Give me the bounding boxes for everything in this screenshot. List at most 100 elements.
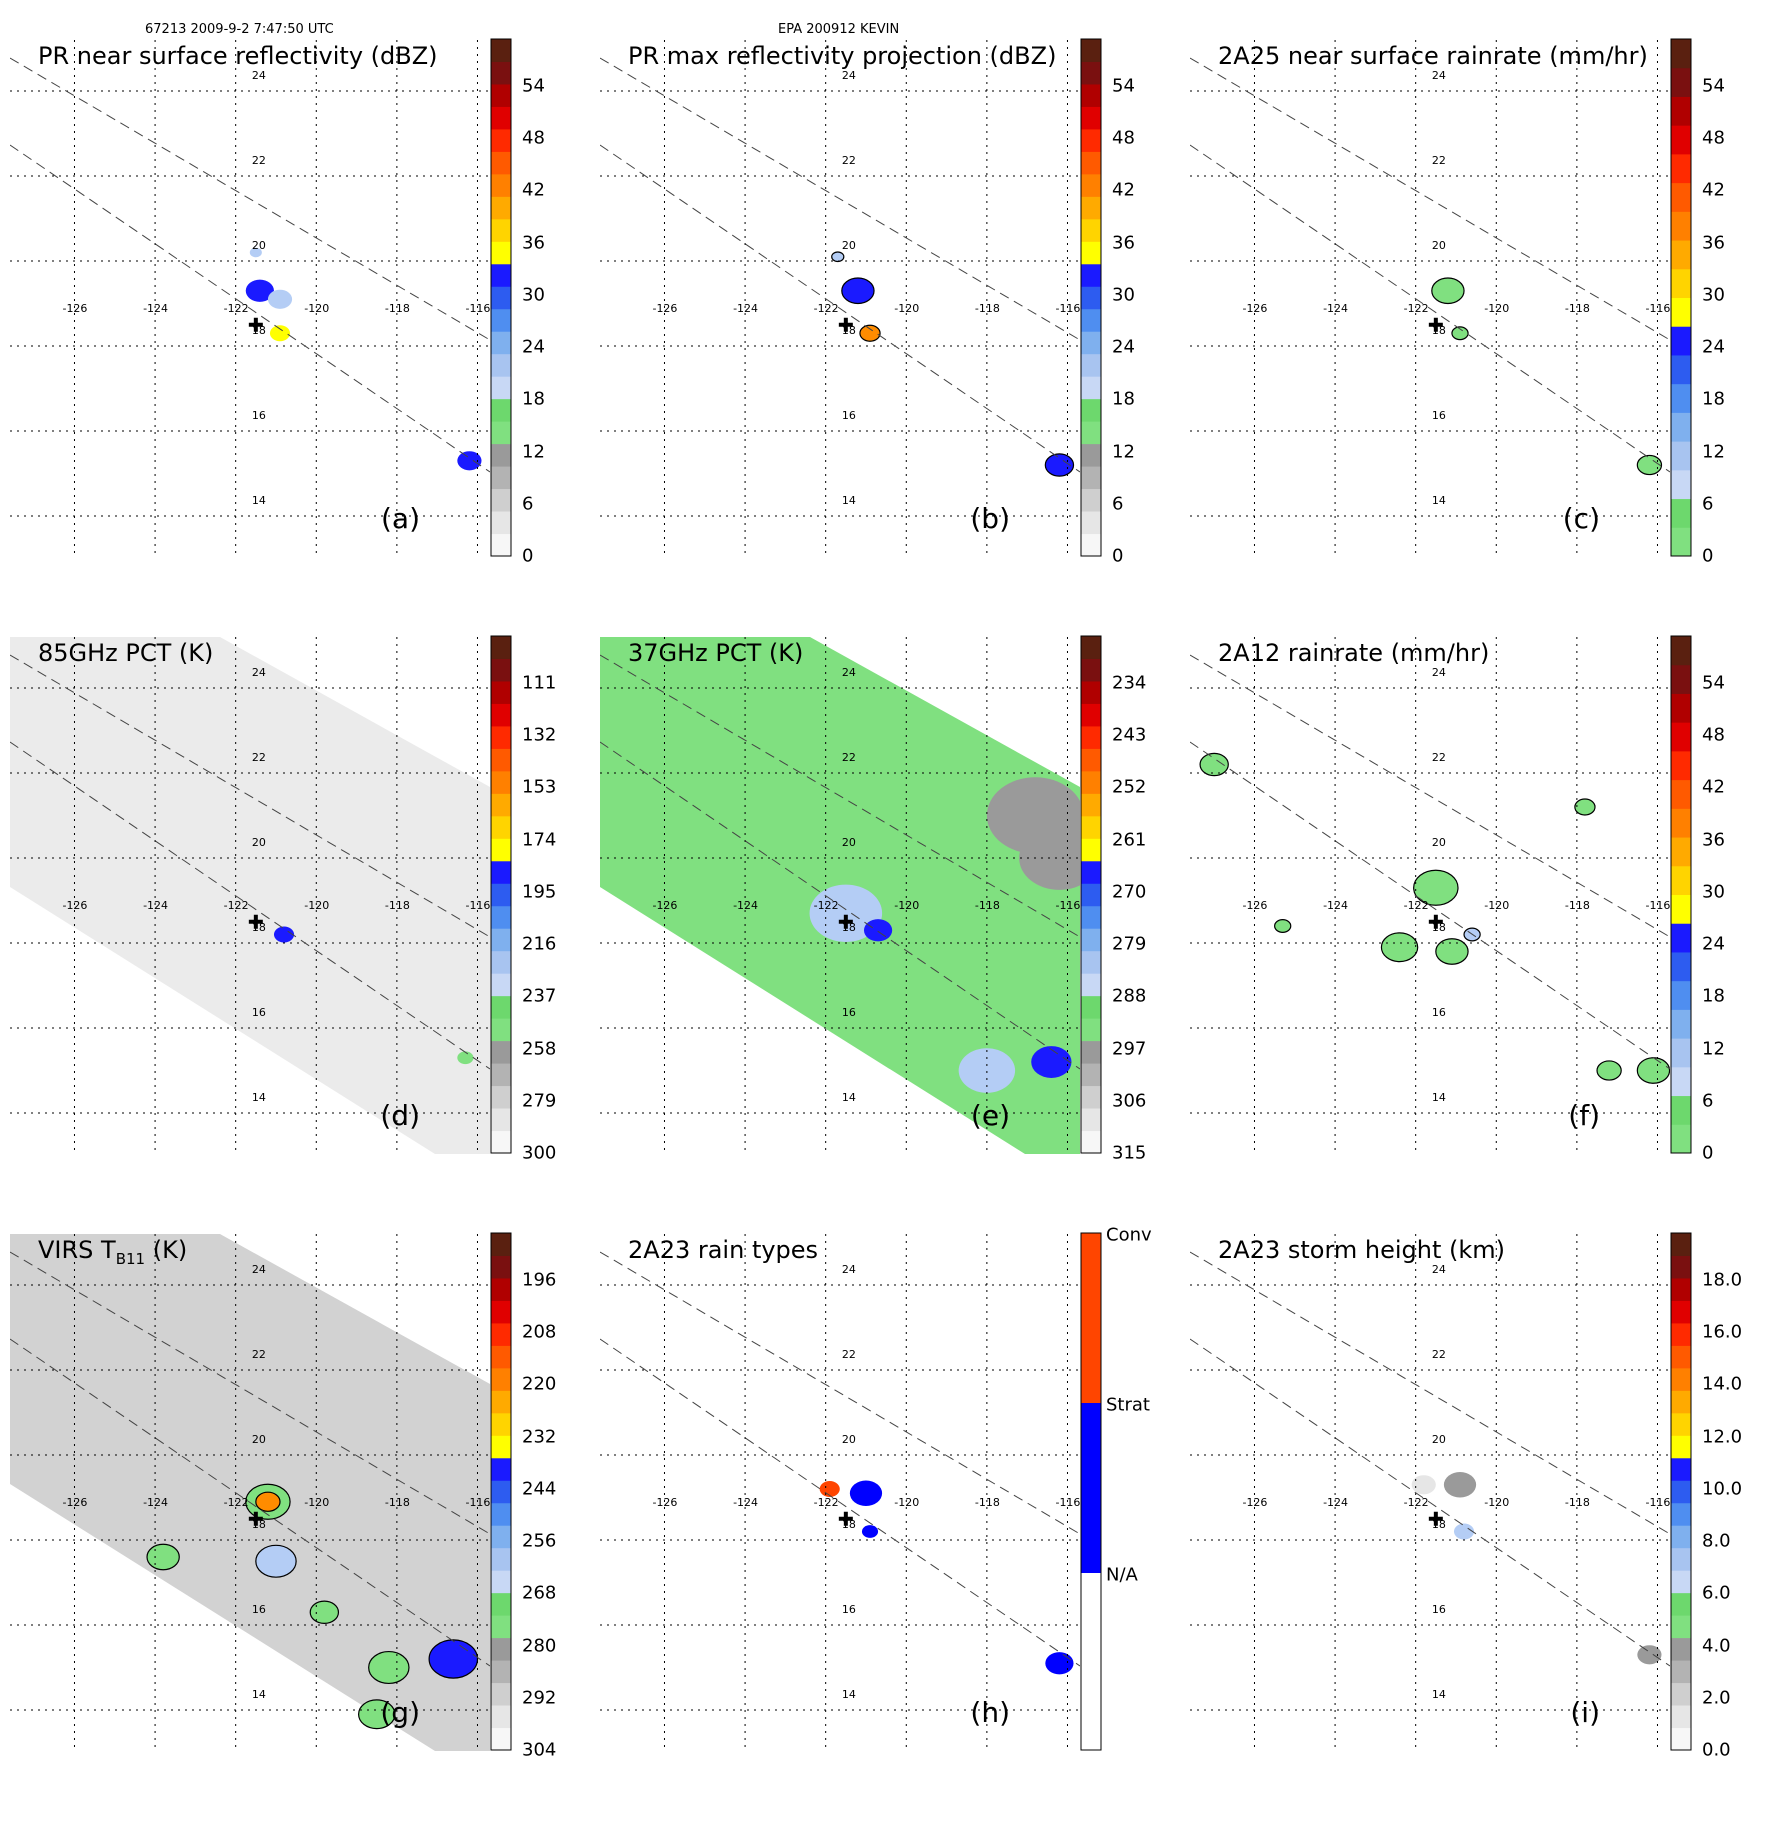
colorbar-segment [1671,1457,1691,1481]
lon-label: -126 [62,1495,88,1509]
colorbar-tick-label: 300 [522,1142,557,1164]
colorbar-tick-label: 195 [522,881,557,903]
colorbar-segment [491,1457,511,1481]
lon-label: -126 [1242,301,1268,315]
colorbar-tick-label: 48 [1702,724,1725,746]
pr-swath-edge-0 [10,57,490,341]
colorbar-segment [491,421,511,445]
lat-label: 16 [1431,1603,1446,1616]
colorbar-scale [490,635,512,1154]
lon-label: -118 [384,301,410,315]
colorbar-segment [491,703,511,727]
colorbar-segment [1081,995,1101,1019]
lat-label: 16 [1431,1006,1446,1019]
colorbar-segment [491,353,511,377]
rain-feature-2 [1411,1475,1436,1495]
colorbar-segment [1671,125,1691,155]
lon-label: -118 [1564,1495,1590,1509]
colorbar: 196 208 220 232 244 256 268 280 292 304 [490,1231,590,1761]
storm-center-marker [838,1511,853,1526]
lat-label: 24 [251,666,266,679]
pr-swath-edge-0 [1190,654,1670,938]
colorbar-segment [1081,106,1101,130]
colorbar-segment [1081,748,1101,772]
colorbar-segment [1671,1066,1691,1097]
lon-label: -122 [223,301,249,315]
colorbar-segment [1081,1085,1101,1109]
lon-label: -126 [652,301,678,315]
colorbar-segment [1671,722,1691,752]
map-canvas [600,637,1080,1154]
colorbar-segment [491,1592,511,1616]
map-canvas [1190,1234,1670,1751]
colorbar-tick-label: 30 [1702,284,1725,306]
colorbar-tick-label: 304 [522,1739,557,1761]
panel-label: (b) [970,502,1010,535]
lat-label: 24 [1431,69,1446,82]
pr-swath-edge-1 [1190,1338,1670,1667]
colorbar-segment [491,973,511,997]
colorbar-segment [1081,488,1101,512]
colorbar-tick-label: 12 [522,441,545,463]
lat-label: 16 [841,409,856,422]
colorbar-tick-label: 24 [1702,933,1725,955]
lat-label: 22 [251,154,266,167]
colorbar-segment [491,793,511,817]
pr-swath-edge-1 [1190,144,1670,473]
lat-label: 14 [1431,494,1446,507]
lat-label: 22 [841,1348,856,1361]
colorbar-segment [491,905,511,929]
colorbar-tick-label: 12 [1112,441,1135,463]
colorbar-segment [1081,1040,1101,1064]
colorbar-segment [491,1063,511,1087]
panel-f: -126 -124 -122 -120 -118 -116 24 22 20 18 16 14 2A12… [1180,635,1770,1234]
colorbar-tick-label: 0 [522,545,534,567]
pr-swath-edge-0 [1190,1251,1670,1535]
colorbar-frame [1670,38,1692,557]
colorbar-segment [1081,128,1101,152]
colorbar-scale [1080,1232,1102,1751]
colorbar-segment [1081,218,1101,242]
colorbar-segment [491,770,511,794]
colorbar-segment [491,488,511,512]
colorbar-segment [1671,1637,1691,1661]
lat-label: 22 [251,751,266,764]
colorbar-segment [491,173,511,197]
colorbar-tick-label: N/A [1106,1564,1138,1586]
rain-feature-3 [1637,1645,1662,1665]
map-canvas [600,40,1080,557]
colorbar-tick-label: 54 [1702,672,1725,694]
panel-label: (i) [1570,1696,1600,1729]
colorbar-segment [1671,1038,1691,1068]
colorbar-segment [1671,1705,1691,1729]
colorbar-segment [491,860,511,884]
colorbar-segment [491,1615,511,1639]
colorbar-segment [491,1300,511,1324]
colorbar-segment [1081,286,1101,310]
colorbar-scale [1080,38,1102,557]
lon-label: -116 [465,301,491,315]
lat-label: 14 [251,1688,266,1701]
figure-header: 67213 2009-9-2 7:47:50 UTC EPA 200912 KE… [0,0,1771,40]
rain-feature-0 [849,1480,883,1506]
panel-a: -126 -124 -122 -120 -118 -116 24 22 20 18 16 14 PR n… [0,38,590,637]
lon-label: -124 [733,1495,759,1509]
lat-label: 20 [841,1433,856,1446]
colorbar-segment [1671,1277,1691,1301]
lon-label: -118 [1564,301,1590,315]
rain-feature-2 [269,325,291,342]
pr-swath-edge-1 [10,144,490,473]
colorbar-frame [1080,38,1102,557]
panel-c: -126 -124 -122 -120 -118 -116 24 22 20 18 16 14 2A25… [1180,38,1770,637]
colorbar-segment [1671,469,1691,500]
rain-feature-1 [859,324,881,342]
colorbar-tick-label: 24 [522,336,545,358]
colorbar-tick-label: 18 [1702,388,1725,410]
panel-d: -126 -124 -122 -120 -118 -116 24 22 20 18 16 14 85GH… [0,635,590,1234]
lat-label: 18 [841,921,856,934]
colorbar-segment [1671,808,1691,838]
colorbar-segment [1671,297,1691,327]
colorbar-segment [491,658,511,682]
lat-label: 22 [1431,751,1446,764]
lon-label: -116 [1645,1495,1671,1509]
